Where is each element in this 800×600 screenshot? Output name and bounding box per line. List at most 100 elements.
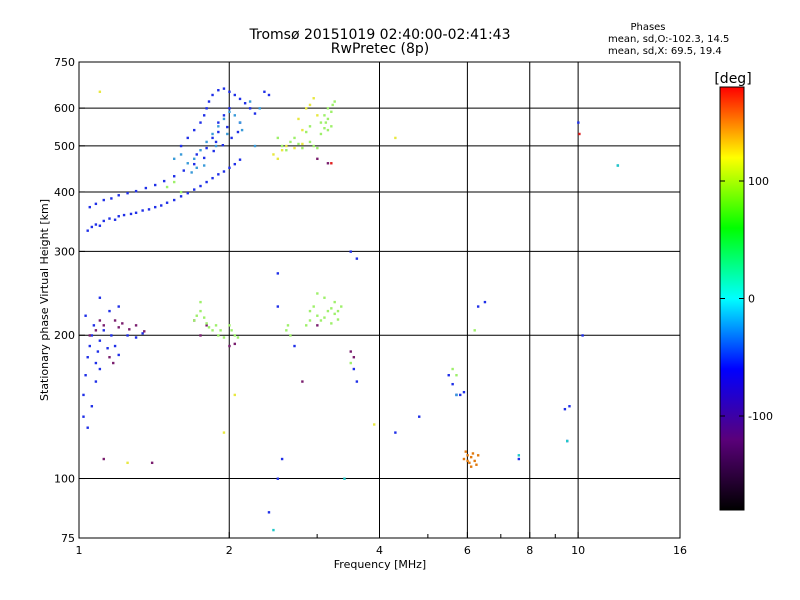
data-point (144, 186, 148, 190)
data-point (276, 272, 280, 275)
data-point (82, 415, 85, 418)
data-point (113, 344, 117, 348)
data-point (349, 350, 352, 353)
data-point (154, 183, 157, 187)
data-point (143, 330, 146, 333)
data-point (483, 300, 487, 304)
data-point (276, 477, 280, 480)
data-point (331, 103, 334, 107)
data-point (98, 90, 102, 93)
data-point (253, 112, 257, 115)
data-point (577, 121, 580, 124)
data-point (455, 393, 458, 397)
data-point (228, 107, 231, 110)
data-point (134, 336, 138, 339)
data-point (217, 121, 220, 124)
data-point (280, 148, 284, 152)
data-point (301, 142, 304, 146)
data-point (96, 350, 100, 353)
data-point (207, 100, 211, 103)
data-point (230, 329, 233, 332)
data-point (469, 455, 473, 459)
data-point (222, 170, 226, 173)
data-point (98, 339, 102, 342)
y-tick-label: 200 (54, 329, 75, 342)
data-point (394, 136, 397, 140)
data-point (476, 305, 480, 308)
data-point (563, 407, 567, 411)
data-point (323, 316, 326, 319)
data-point (285, 148, 288, 152)
data-point (517, 457, 521, 461)
data-point (475, 463, 478, 466)
data-point (110, 197, 113, 200)
data-point (113, 319, 117, 322)
data-point (308, 319, 312, 322)
data-point (326, 128, 330, 132)
data-point (459, 393, 462, 397)
data-point (193, 128, 196, 132)
colorbar-tick-label: 0 (748, 293, 755, 306)
data-point (202, 114, 206, 117)
data-point (211, 176, 214, 180)
data-point (154, 205, 157, 209)
data-point (90, 334, 94, 337)
data-point (340, 305, 343, 308)
data-point (319, 121, 323, 124)
data-point (102, 219, 105, 223)
data-point (323, 296, 326, 299)
data-point (94, 380, 98, 383)
data-point (102, 198, 105, 202)
data-point (263, 90, 266, 93)
stats-line-o: mean, sd,O:-102.3, 14.5 (608, 34, 729, 45)
data-point (336, 309, 340, 313)
data-point (82, 393, 85, 397)
data-point (233, 93, 237, 97)
data-point (205, 324, 208, 327)
data-point (217, 88, 220, 92)
data-point (205, 107, 208, 110)
data-point (323, 114, 326, 117)
data-point (179, 190, 183, 194)
y-tick-label: 600 (54, 102, 75, 115)
data-point (233, 114, 237, 117)
data-point (199, 121, 202, 124)
data-point (253, 144, 257, 148)
data-point (280, 457, 284, 461)
data-point (301, 146, 304, 150)
data-point (222, 336, 226, 339)
stats-line-x: mean, sd,X: 69.5, 19.4 (608, 46, 722, 57)
data-point (98, 224, 102, 227)
data-point (207, 326, 211, 329)
data-point (324, 121, 328, 124)
data-point (202, 316, 206, 319)
data-point (217, 173, 220, 176)
data-point (352, 367, 356, 371)
data-point (355, 257, 359, 260)
y-tick-label: 500 (54, 140, 75, 153)
x-tick-label: 4 (376, 544, 383, 557)
y-tick-label: 75 (61, 532, 75, 545)
data-point (373, 423, 376, 426)
data-point (319, 319, 323, 322)
x-axis-ticks: 1 2 4 6 8 10 16 (76, 532, 687, 557)
data-point (117, 305, 120, 308)
data-point (316, 146, 319, 150)
data-point (211, 329, 214, 332)
data-point (469, 465, 473, 468)
data-point (219, 329, 222, 332)
data-point (222, 114, 226, 117)
data-point (84, 314, 87, 317)
data-point (289, 140, 292, 144)
data-point (276, 136, 280, 140)
data-point (316, 157, 319, 161)
data-point (462, 390, 466, 394)
data-point (212, 149, 215, 153)
data-point (193, 162, 196, 166)
chart-title-line2: RwPretec (8p) (331, 41, 429, 57)
data-point (305, 324, 308, 327)
x-tick-label: 1 (76, 544, 83, 557)
data-point (126, 461, 129, 465)
data-point (121, 322, 124, 325)
